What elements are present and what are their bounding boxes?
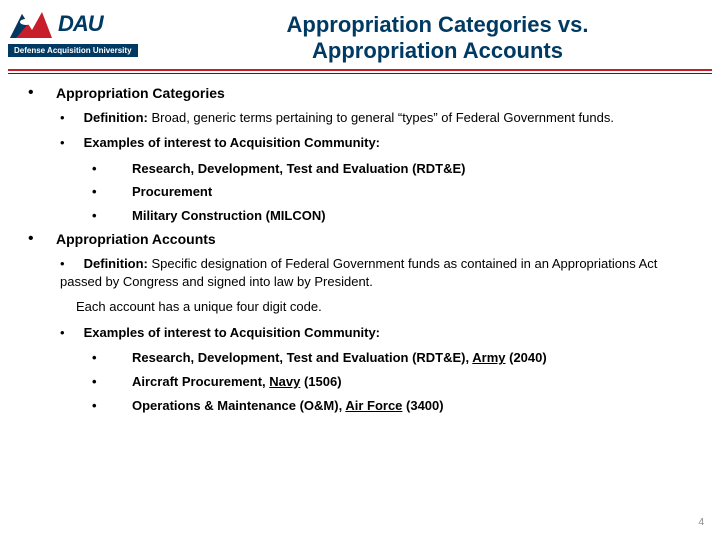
logo-acronym: DAU [58,11,103,37]
example-text: Procurement [132,184,212,199]
section-heading-row: • Appropriation Accounts [28,230,692,249]
section2-definition: • Definition: Specific designation of Fe… [60,255,692,290]
definition-text: Specific designation of Federal Governme… [60,256,657,289]
examples-label: Examples of interest to Acquisition Comm… [84,325,380,340]
slide-header: DAU Defense Acquisition University Appro… [0,0,720,65]
bullet-icon: • [92,349,132,367]
section2-examples-label-row: • Examples of interest to Acquisition Co… [60,324,692,342]
bullet-icon: • [92,160,132,178]
definition-text: Broad, generic terms pertaining to gener… [148,110,614,125]
section2-note: Each account has a unique four digit cod… [76,298,692,316]
section1-examples-label-row: • Examples of interest to Acquisition Co… [60,134,692,152]
bullet-icon: • [28,84,56,103]
list-item: •Operations & Maintenance (O&M), Air For… [92,397,692,415]
section1-heading: Appropriation Categories [56,84,225,103]
bullet-icon: • [60,324,80,342]
slide-title: Appropriation Categories vs. Appropriati… [163,8,712,65]
logo-mark-icon [8,8,54,40]
list-item: •Research, Development, Test and Evaluat… [92,160,692,178]
definition-label: Definition: [84,110,148,125]
example-text: Aircraft Procurement, Navy (1506) [132,374,342,389]
title-line-2: Appropriation Accounts [163,38,712,64]
bullet-icon: • [92,373,132,391]
title-line-1: Appropriation Categories vs. [163,12,712,38]
slide-content: • Appropriation Categories • Definition:… [0,74,720,414]
section-heading-row: • Appropriation Categories [28,84,692,103]
example-text: Military Construction (MILCON) [132,208,326,223]
bullet-icon: • [60,134,80,152]
bullet-icon: • [60,255,80,273]
list-item: •Aircraft Procurement, Navy (1506) [92,373,692,391]
bullet-icon: • [92,397,132,415]
example-text: Research, Development, Test and Evaluati… [132,161,466,176]
dau-logo: DAU Defense Acquisition University [8,8,163,58]
bullet-icon: • [60,109,80,127]
bullet-icon: • [92,183,132,201]
example-text: Operations & Maintenance (O&M), Air Forc… [132,398,444,413]
page-number: 4 [698,517,704,528]
examples-label: Examples of interest to Acquisition Comm… [84,135,380,150]
logo-subtitle: Defense Acquisition University [8,44,138,57]
divider-red [8,69,712,71]
bullet-icon: • [28,230,56,249]
list-item: •Research, Development, Test and Evaluat… [92,349,692,367]
section1-definition: • Definition: Broad, generic terms perta… [60,109,692,127]
list-item: •Procurement [92,183,692,201]
bullet-icon: • [92,207,132,225]
definition-label: Definition: [84,256,148,271]
list-item: •Military Construction (MILCON) [92,207,692,225]
section2-heading: Appropriation Accounts [56,230,216,249]
example-text: Research, Development, Test and Evaluati… [132,350,547,365]
